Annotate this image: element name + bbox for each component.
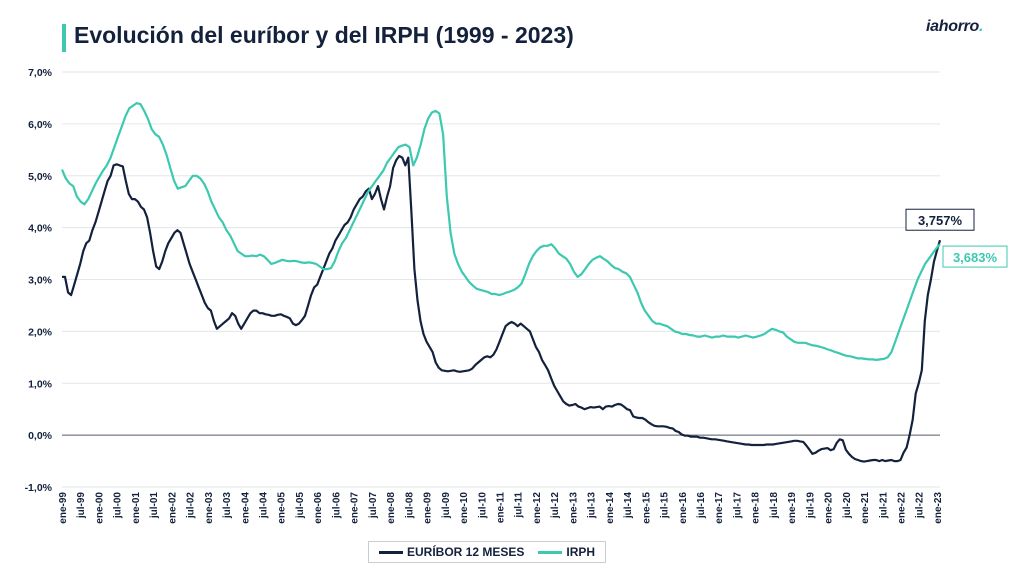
- x-tick-label: ene-03: [204, 492, 215, 524]
- brand-name: iahorro: [926, 18, 980, 35]
- annotation-box-euribor: [905, 208, 975, 231]
- x-tick-label: jul-19: [805, 492, 816, 520]
- x-tick-label: ene-08: [386, 492, 397, 524]
- series-line-irph: [60, 102, 941, 361]
- x-tick-label: ene-01: [131, 492, 142, 524]
- x-tick-label: ene-13: [568, 492, 579, 524]
- x-tick-label: jul-11: [514, 492, 525, 519]
- x-tick-label: ene-02: [167, 492, 178, 524]
- x-tick-label: ene-10: [459, 492, 470, 524]
- y-tick-label: 1,0%: [28, 378, 53, 390]
- x-tick-label: ene-11: [495, 492, 506, 524]
- series-line-euribor: [62, 154, 942, 463]
- legend-swatch-irph: [538, 550, 563, 554]
- x-tick-label: jul-21: [878, 492, 889, 520]
- x-tick-label: ene-14: [605, 492, 616, 524]
- y-tick-label: 6,0%: [28, 119, 53, 131]
- x-tick-label: ene-18: [751, 492, 762, 524]
- y-tick-label: 5,0%: [28, 171, 53, 183]
- x-tick-label: ene-19: [787, 492, 798, 524]
- x-tick-label: jul-06: [331, 492, 342, 520]
- x-tick-label: jul-18: [769, 492, 780, 520]
- y-axis-ticks: -1,0% 0,0% 1,0% 2,0% 3,0% 4,0% 5,0% 6,0% 7,0%: [25, 67, 53, 494]
- x-tick-label: ene-12: [532, 492, 543, 524]
- x-tick-label: jul-01: [149, 492, 160, 520]
- x-tick-label: ene-00: [94, 492, 105, 524]
- x-tick-label: ene-23: [933, 492, 944, 524]
- x-tick-label: jul-15: [660, 492, 671, 520]
- legend-item-irph: IRPH: [538, 545, 595, 559]
- x-tick-label: jul-17: [732, 492, 743, 520]
- x-tick-label: jul-04: [259, 492, 270, 520]
- annotation-euribor: 3,757%: [918, 213, 963, 228]
- x-tick-label: jul-13: [587, 492, 598, 520]
- end-value-annotations: 3,757% 3,683%: [905, 208, 1008, 268]
- y-tick-label: 2,0%: [28, 326, 53, 338]
- x-tick-label: jul-12: [550, 492, 561, 520]
- x-tick-label: ene-05: [277, 492, 288, 524]
- x-axis-ticks: ene-99 jul-99 ene-00 jul-00 ene-01 jul-01 ene-…: [58, 492, 944, 524]
- annotation-box-irph: [942, 245, 1008, 268]
- x-tick-label: jul-02: [186, 492, 197, 520]
- x-tick-label: jul-08: [404, 492, 415, 520]
- y-tick-label: -1,0%: [25, 482, 53, 494]
- x-tick-label: ene-16: [678, 492, 689, 524]
- legend-item-euribor: EURÍBOR 12 MESES: [379, 545, 524, 559]
- x-tick-label: ene-15: [641, 492, 652, 524]
- legend-label-irph: IRPH: [566, 545, 596, 559]
- x-tick-label: jul-09: [441, 492, 452, 520]
- brand-dot: .: [979, 18, 984, 35]
- x-tick-label: jul-00: [113, 492, 124, 520]
- y-tick-label: 3,0%: [28, 275, 53, 287]
- x-tick-label: jul-22: [915, 492, 926, 520]
- x-tick-label: ene-09: [423, 492, 434, 524]
- x-tick-label: jul-20: [842, 492, 853, 520]
- series-lines: [60, 102, 942, 463]
- y-tick-label: 7,0%: [28, 67, 53, 79]
- x-tick-label: jul-10: [477, 492, 488, 520]
- x-tick-label: ene-04: [240, 492, 251, 524]
- x-tick-label: ene-20: [824, 492, 835, 524]
- legend-swatch-euribor: [379, 550, 403, 554]
- x-tick-label: ene-06: [313, 492, 324, 524]
- x-tick-label: jul-99: [76, 492, 87, 520]
- title-accent-bar: [62, 24, 66, 52]
- chart-title: Evolución del euríbor y del IRPH (1999 -…: [74, 22, 574, 48]
- x-tick-label: ene-22: [897, 492, 908, 524]
- x-tick-label: jul-14: [623, 492, 634, 520]
- x-tick-label: jul-16: [696, 492, 707, 520]
- brand-logo: iahorro.: [926, 18, 983, 36]
- y-tick-label: 0,0%: [28, 430, 53, 442]
- x-tick-label: ene-17: [714, 492, 725, 524]
- grid-lines: [62, 71, 940, 488]
- chart-legend: EURÍBOR 12 MESES IRPH: [368, 541, 607, 563]
- y-tick-label: 4,0%: [28, 223, 53, 235]
- x-tick-label: jul-03: [222, 492, 233, 520]
- annotation-irph: 3,683%: [953, 250, 998, 265]
- x-tick-label: jul-05: [295, 492, 306, 520]
- x-tick-label: ene-21: [860, 492, 871, 524]
- legend-label-euribor: EURÍBOR 12 MESES: [407, 545, 525, 559]
- x-tick-label: jul-07: [368, 492, 379, 520]
- x-tick-label: ene-99: [58, 492, 69, 524]
- x-tick-label: ene-07: [350, 492, 361, 524]
